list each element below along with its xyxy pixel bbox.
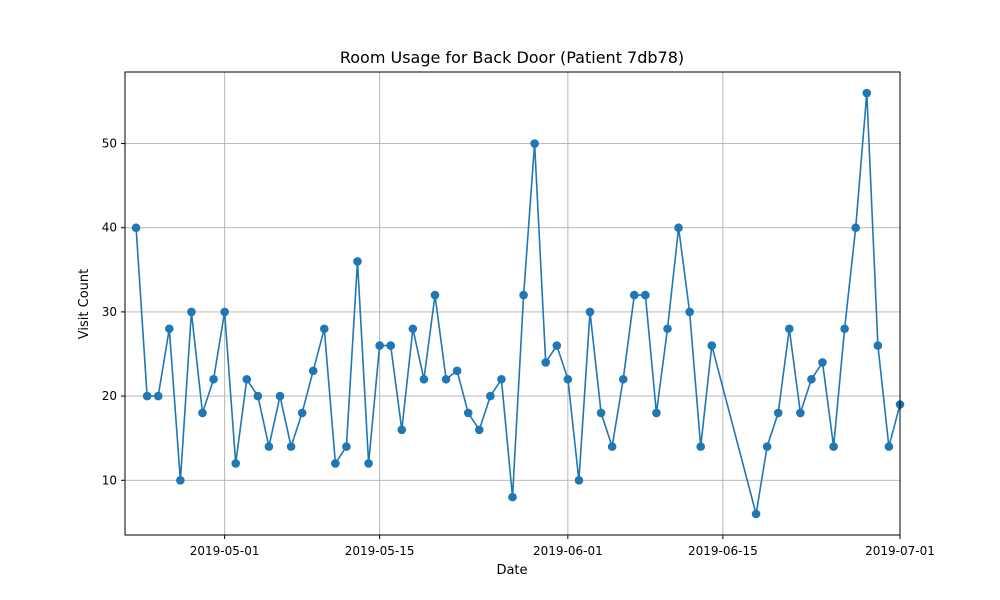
data-point <box>840 324 849 334</box>
data-points <box>131 88 905 519</box>
data-point <box>486 391 495 401</box>
data-point <box>497 374 506 384</box>
data-point <box>663 324 672 334</box>
data-point <box>773 408 783 418</box>
data-point <box>873 341 883 350</box>
data-point <box>884 442 894 451</box>
y-tick-label: 20 <box>102 389 117 403</box>
data-point <box>386 341 396 350</box>
data-point <box>652 408 661 418</box>
data-point <box>164 324 174 334</box>
y-axis-ticks: 10 20 30 40 50 <box>102 137 125 487</box>
data-point <box>829 442 838 451</box>
y-tick-label: 10 <box>102 473 117 487</box>
data-point <box>142 391 152 401</box>
data-point <box>198 408 207 418</box>
data-point <box>430 290 440 300</box>
data-point <box>674 223 683 233</box>
data-point <box>685 307 694 317</box>
data-point <box>784 324 794 334</box>
data-point <box>862 88 872 98</box>
data-point <box>441 374 451 384</box>
data-point <box>231 459 241 468</box>
data-point <box>530 139 539 148</box>
data-point <box>153 391 163 401</box>
data-point <box>131 223 141 233</box>
data-point <box>187 307 196 317</box>
x-axis-label: Date <box>496 563 527 578</box>
grid-lines <box>125 72 901 535</box>
x-axis-ticks: 2019-05-01 2019-05-15 2019-06-01 2019-06-15… <box>190 535 935 558</box>
series-line-layer <box>135 92 901 515</box>
data-point <box>807 374 816 384</box>
x-tick-label: 2019-07-01 <box>865 544 935 558</box>
data-point <box>364 459 373 468</box>
data-point <box>253 391 263 401</box>
data-point <box>607 442 617 451</box>
data-point <box>508 492 517 502</box>
x-tick-label: 2019-05-01 <box>190 544 260 558</box>
data-point <box>220 307 229 317</box>
data-point <box>452 366 462 376</box>
data-point <box>419 374 429 384</box>
data-point <box>375 341 384 350</box>
data-point <box>574 475 584 485</box>
data-point <box>353 257 362 266</box>
data-point <box>286 442 296 451</box>
data-point <box>851 223 861 233</box>
data-point <box>297 408 307 418</box>
data-point <box>463 408 473 418</box>
y-tick-label: 40 <box>102 221 117 235</box>
data-point <box>319 324 329 334</box>
data-point <box>762 442 772 451</box>
y-axis-label: Visit Count <box>77 269 92 339</box>
data-point <box>264 442 274 451</box>
chart-title: Room Usage for Back Door (Patient 7db78) <box>340 48 684 67</box>
data-point <box>751 509 761 519</box>
y-tick-label: 50 <box>102 137 117 151</box>
data-point <box>176 475 185 485</box>
data-point <box>596 408 606 418</box>
data-point <box>308 366 318 376</box>
data-point <box>242 374 252 384</box>
series-line <box>135 92 901 515</box>
x-tick-label: 2019-06-15 <box>688 544 758 558</box>
data-point <box>552 341 562 350</box>
data-point <box>796 408 805 418</box>
data-point <box>707 341 717 350</box>
data-point <box>209 374 218 384</box>
x-tick-label: 2019-05-15 <box>345 544 415 558</box>
plot-frame <box>124 71 901 536</box>
data-point <box>641 290 650 300</box>
data-point <box>541 358 551 367</box>
data-point <box>629 290 639 300</box>
data-point <box>618 374 628 384</box>
data-point <box>331 459 340 468</box>
data-point <box>408 324 418 334</box>
data-point <box>275 391 285 401</box>
data-point <box>818 358 827 367</box>
data-point <box>519 290 528 300</box>
y-tick-label: 30 <box>102 305 117 319</box>
data-point <box>563 374 573 384</box>
data-point <box>585 307 595 317</box>
data-point <box>696 442 706 451</box>
x-tick-label: 2019-06-01 <box>533 544 603 558</box>
data-point <box>342 442 351 451</box>
data-point <box>397 425 407 435</box>
data-point <box>474 425 484 435</box>
